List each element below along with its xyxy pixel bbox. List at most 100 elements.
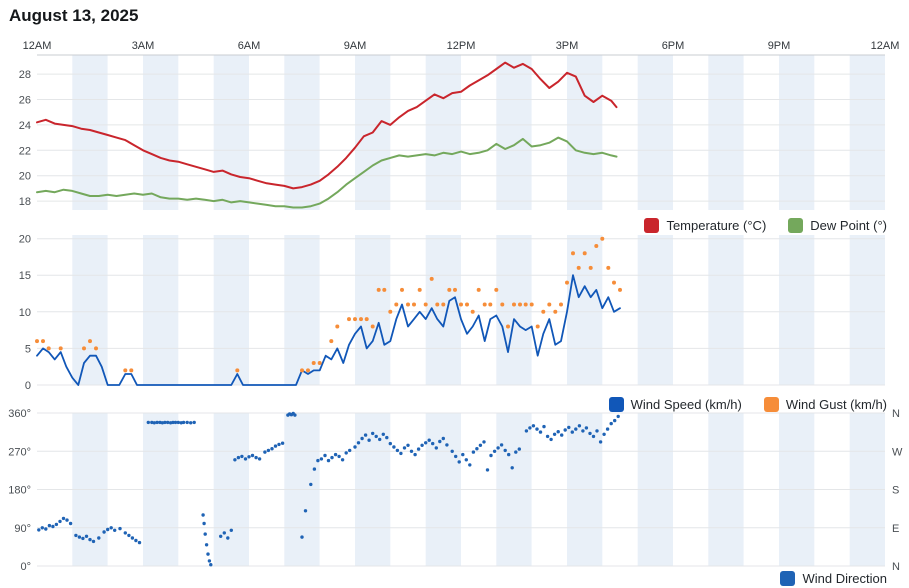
point-wind-gust-km-h [476, 287, 481, 292]
y-tick-label: 0° [20, 561, 31, 573]
hour-band [496, 55, 532, 210]
y-tick-label: 360° [8, 408, 31, 420]
point-wind-direction [163, 420, 167, 425]
point-wind-gust-km-h [353, 317, 357, 322]
point-wind-gust-km-h [382, 287, 387, 292]
hour-band [567, 55, 603, 210]
point-wind-gust-km-h [459, 302, 463, 307]
point-wind-direction [54, 522, 59, 527]
point-wind-direction [542, 424, 546, 429]
point-wind-direction [270, 447, 274, 451]
point-wind-direction [61, 516, 66, 521]
hour-band [143, 55, 179, 210]
point-wind-direction [102, 530, 106, 534]
point-wind-direction [616, 414, 620, 419]
point-wind-direction [445, 443, 449, 447]
point-wind-direction [250, 453, 255, 458]
point-wind-direction [309, 482, 313, 487]
point-wind-direction [118, 526, 122, 531]
point-wind-direction [434, 446, 438, 450]
point-wind-gust-km-h [606, 265, 611, 270]
point-wind-direction [392, 445, 396, 449]
point-wind-direction [201, 513, 205, 517]
legend-label: Temperature (°C) [666, 217, 767, 233]
point-wind-gust-km-h [394, 302, 399, 307]
point-wind-direction [556, 430, 560, 434]
point-wind-direction [489, 453, 493, 458]
point-wind-direction [598, 440, 603, 444]
point-wind-direction [499, 443, 504, 447]
point-wind-direction [496, 446, 500, 450]
point-wind-direction [222, 531, 226, 535]
point-wind-direction [363, 433, 368, 437]
point-wind-gust-km-h [576, 265, 581, 270]
point-wind-gust-km-h [335, 324, 340, 329]
point-wind-direction [173, 420, 178, 425]
point-wind-direction [130, 536, 135, 540]
point-wind-direction [409, 449, 414, 453]
point-wind-direction [37, 528, 41, 532]
hour-band [779, 55, 815, 210]
point-wind-direction [602, 432, 606, 436]
point-wind-direction [574, 427, 578, 431]
point-wind-direction [123, 531, 128, 535]
point-wind-direction [137, 540, 142, 545]
point-wind-direction [388, 441, 392, 446]
point-wind-direction [319, 457, 324, 461]
y-tick-label: 15 [19, 270, 31, 282]
legend-label: Wind Gust (km/h) [785, 396, 887, 412]
point-wind-direction [478, 443, 483, 447]
point-wind-direction [454, 454, 458, 459]
point-wind-gust-km-h [612, 280, 616, 285]
time-axis-label: 9AM [344, 40, 367, 52]
point-wind-direction [323, 453, 327, 458]
point-wind-gust-km-h [582, 251, 587, 256]
time-axis-label: 12AM [23, 40, 52, 52]
point-wind-gust-km-h [306, 368, 310, 373]
y-tick-label: 24 [19, 120, 31, 132]
point-wind-direction [189, 421, 193, 425]
point-wind-gust-km-h [400, 287, 404, 292]
point-wind-direction [475, 447, 479, 451]
point-wind-gust-km-h [94, 346, 98, 351]
point-wind-direction [185, 420, 189, 425]
time-axis-label: 6AM [238, 40, 261, 52]
time-axis-label: 12PM [447, 40, 476, 52]
point-wind-direction [584, 426, 589, 430]
point-wind-direction [464, 458, 468, 462]
point-wind-gust-km-h [364, 317, 369, 322]
point-wind-direction [233, 458, 237, 462]
point-wind-direction [106, 527, 110, 532]
legend-item-temperature-c: Temperature (°C) [644, 217, 767, 233]
point-wind-direction [482, 440, 486, 444]
point-wind-direction [399, 451, 403, 456]
point-wind-direction [552, 432, 557, 436]
time-axis-label: 12AM [871, 40, 900, 52]
point-wind-gust-km-h [329, 339, 334, 344]
point-wind-gust-km-h [417, 287, 422, 292]
point-wind-gust-km-h [41, 339, 45, 344]
point-wind-direction [273, 444, 278, 448]
point-wind-gust-km-h [235, 368, 240, 373]
hour-band [637, 235, 673, 385]
point-wind-gust-km-h [423, 302, 428, 307]
point-wind-direction [381, 432, 385, 436]
point-wind-direction [471, 450, 476, 454]
point-wind-direction [535, 427, 539, 431]
point-wind-direction [360, 436, 364, 441]
point-wind-direction [420, 443, 424, 447]
point-wind-direction [385, 435, 389, 440]
hour-band [637, 55, 673, 210]
hour-band [213, 55, 249, 210]
point-wind-direction [206, 552, 210, 556]
point-wind-direction [326, 458, 331, 463]
point-wind-direction [517, 447, 521, 451]
point-wind-gust-km-h [547, 302, 552, 307]
point-wind-direction [280, 441, 285, 445]
page-title: August 13, 2025 [9, 6, 139, 25]
hour-band [708, 235, 744, 385]
point-wind-direction [395, 448, 400, 453]
y-tick-label: 270° [8, 446, 31, 458]
y-tick-label: 22 [19, 145, 31, 157]
point-wind-direction [266, 448, 271, 453]
